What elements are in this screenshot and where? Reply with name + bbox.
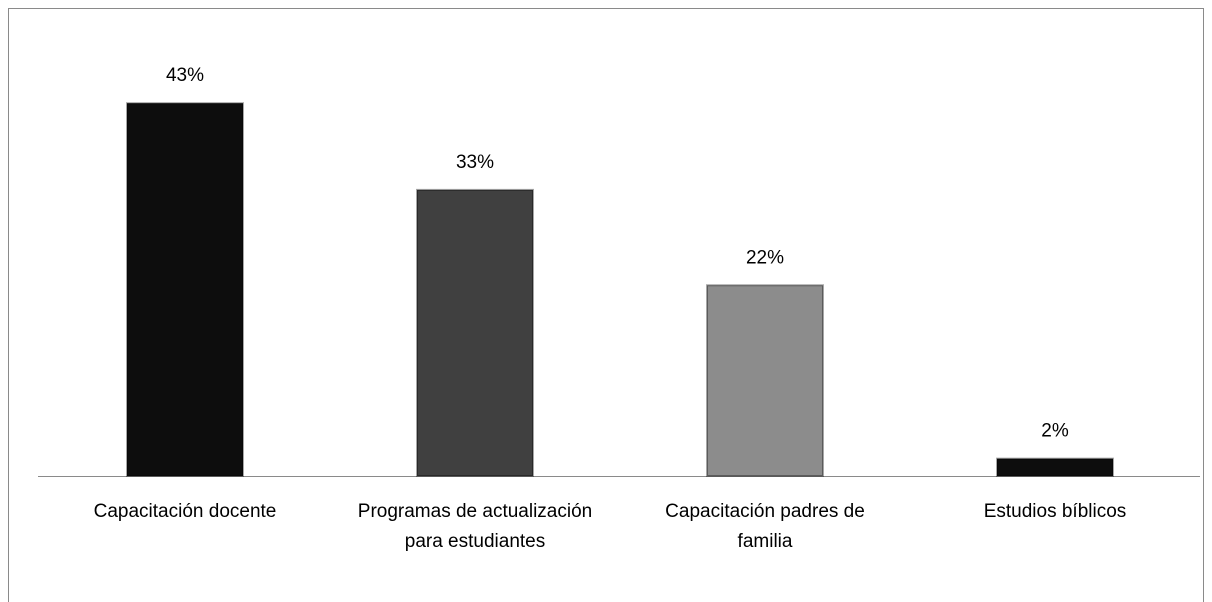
value-label: 43% [166, 65, 204, 86]
bar [416, 188, 534, 477]
bar [126, 102, 244, 477]
value-label: 2% [1041, 421, 1069, 442]
x-tick-label: Programas de actualización para estudian… [357, 501, 593, 552]
chart-frame [8, 8, 1204, 602]
x-tick-label: Capacitación padres de familia [665, 501, 865, 552]
bar [996, 457, 1114, 478]
value-label: 22% [746, 247, 784, 268]
bar [706, 284, 824, 478]
x-tick-label: Estudios bíblicos [983, 501, 1127, 522]
value-label: 33% [456, 152, 494, 173]
x-tick-label: Capacitación docente [93, 501, 277, 522]
